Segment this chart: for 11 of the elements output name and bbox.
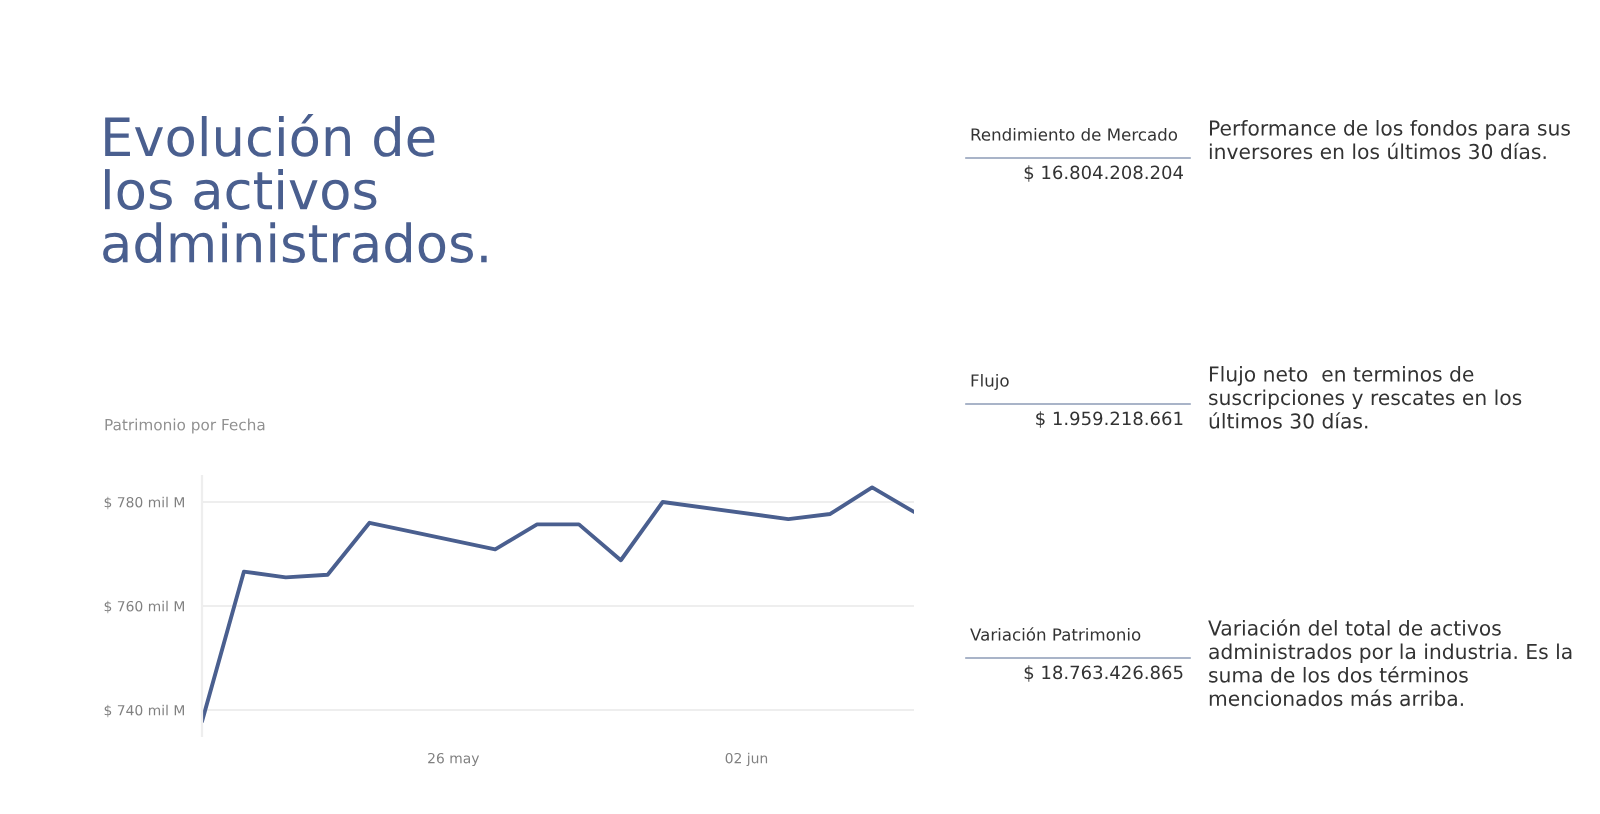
text: Variación del total de activos administrados por la industria. Es la suma de los dos términos mencionados más arriba. [1208, 619, 1572, 707]
chart-title: Evolución de los activos administrados. [103, 113, 487, 264]
text: Performance de los fondos para sus inversores en los últimos 30 días. [1209, 120, 1570, 160]
text: Flujo neto en terminos de suscripciones y rescates en los últimos 30 días. [1209, 366, 1522, 429]
text: $ 16.804.208.204 [1024, 165, 1183, 182]
text: Rendimiento de Mercado [971, 127, 1178, 141]
text: $ 18.763.426.865 [1024, 665, 1183, 682]
text: $ 1.959.218.661 [1036, 411, 1183, 428]
line-series [202, 485, 914, 724]
text: Flujo [971, 373, 1009, 391]
text: Variación Patrimonio [970, 627, 1141, 641]
